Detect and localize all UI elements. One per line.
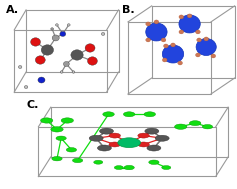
Circle shape <box>145 128 159 134</box>
Circle shape <box>31 38 41 46</box>
Circle shape <box>103 112 114 117</box>
Circle shape <box>196 30 200 34</box>
Circle shape <box>41 118 53 123</box>
Circle shape <box>55 24 58 26</box>
Circle shape <box>187 14 192 18</box>
Circle shape <box>101 33 105 36</box>
Circle shape <box>179 15 184 19</box>
Circle shape <box>63 61 69 67</box>
Circle shape <box>60 31 66 36</box>
Circle shape <box>35 56 45 64</box>
Circle shape <box>72 71 75 73</box>
Circle shape <box>52 156 62 161</box>
Circle shape <box>114 166 123 170</box>
Circle shape <box>51 28 54 30</box>
Circle shape <box>100 128 114 134</box>
Circle shape <box>146 23 167 41</box>
Circle shape <box>66 148 77 152</box>
Circle shape <box>94 160 103 164</box>
Text: B.: B. <box>122 5 135 15</box>
Circle shape <box>164 44 168 48</box>
Circle shape <box>196 53 200 57</box>
Circle shape <box>87 57 97 65</box>
Circle shape <box>178 61 182 65</box>
Circle shape <box>38 77 45 83</box>
Circle shape <box>179 15 200 33</box>
Circle shape <box>123 112 135 117</box>
Circle shape <box>147 145 161 151</box>
Circle shape <box>196 38 216 56</box>
Circle shape <box>204 37 209 41</box>
Circle shape <box>179 30 184 34</box>
Circle shape <box>24 86 28 88</box>
Circle shape <box>85 44 95 52</box>
Circle shape <box>138 133 149 138</box>
Circle shape <box>162 166 171 170</box>
Circle shape <box>155 135 169 141</box>
Circle shape <box>56 136 66 140</box>
Text: C.: C. <box>26 100 38 110</box>
Circle shape <box>146 38 150 42</box>
Circle shape <box>197 38 201 42</box>
Circle shape <box>109 142 120 147</box>
Circle shape <box>89 135 103 141</box>
Circle shape <box>52 35 59 41</box>
Circle shape <box>109 133 120 138</box>
Circle shape <box>162 58 167 62</box>
Circle shape <box>162 45 184 63</box>
Circle shape <box>41 45 54 55</box>
Circle shape <box>144 112 155 117</box>
Circle shape <box>61 118 73 123</box>
Circle shape <box>202 125 213 129</box>
Circle shape <box>174 124 187 129</box>
Circle shape <box>189 121 201 126</box>
Circle shape <box>73 158 83 163</box>
Circle shape <box>138 142 149 147</box>
Circle shape <box>211 54 216 58</box>
Circle shape <box>18 66 22 68</box>
Text: A.: A. <box>6 5 19 15</box>
Circle shape <box>97 145 111 151</box>
Circle shape <box>67 24 70 26</box>
Circle shape <box>154 20 159 24</box>
Circle shape <box>149 160 159 164</box>
Circle shape <box>51 127 63 132</box>
Circle shape <box>146 22 150 26</box>
Circle shape <box>60 71 63 73</box>
Circle shape <box>171 43 175 47</box>
Circle shape <box>124 165 134 170</box>
Circle shape <box>118 138 141 148</box>
Circle shape <box>161 38 166 42</box>
Circle shape <box>71 50 83 60</box>
